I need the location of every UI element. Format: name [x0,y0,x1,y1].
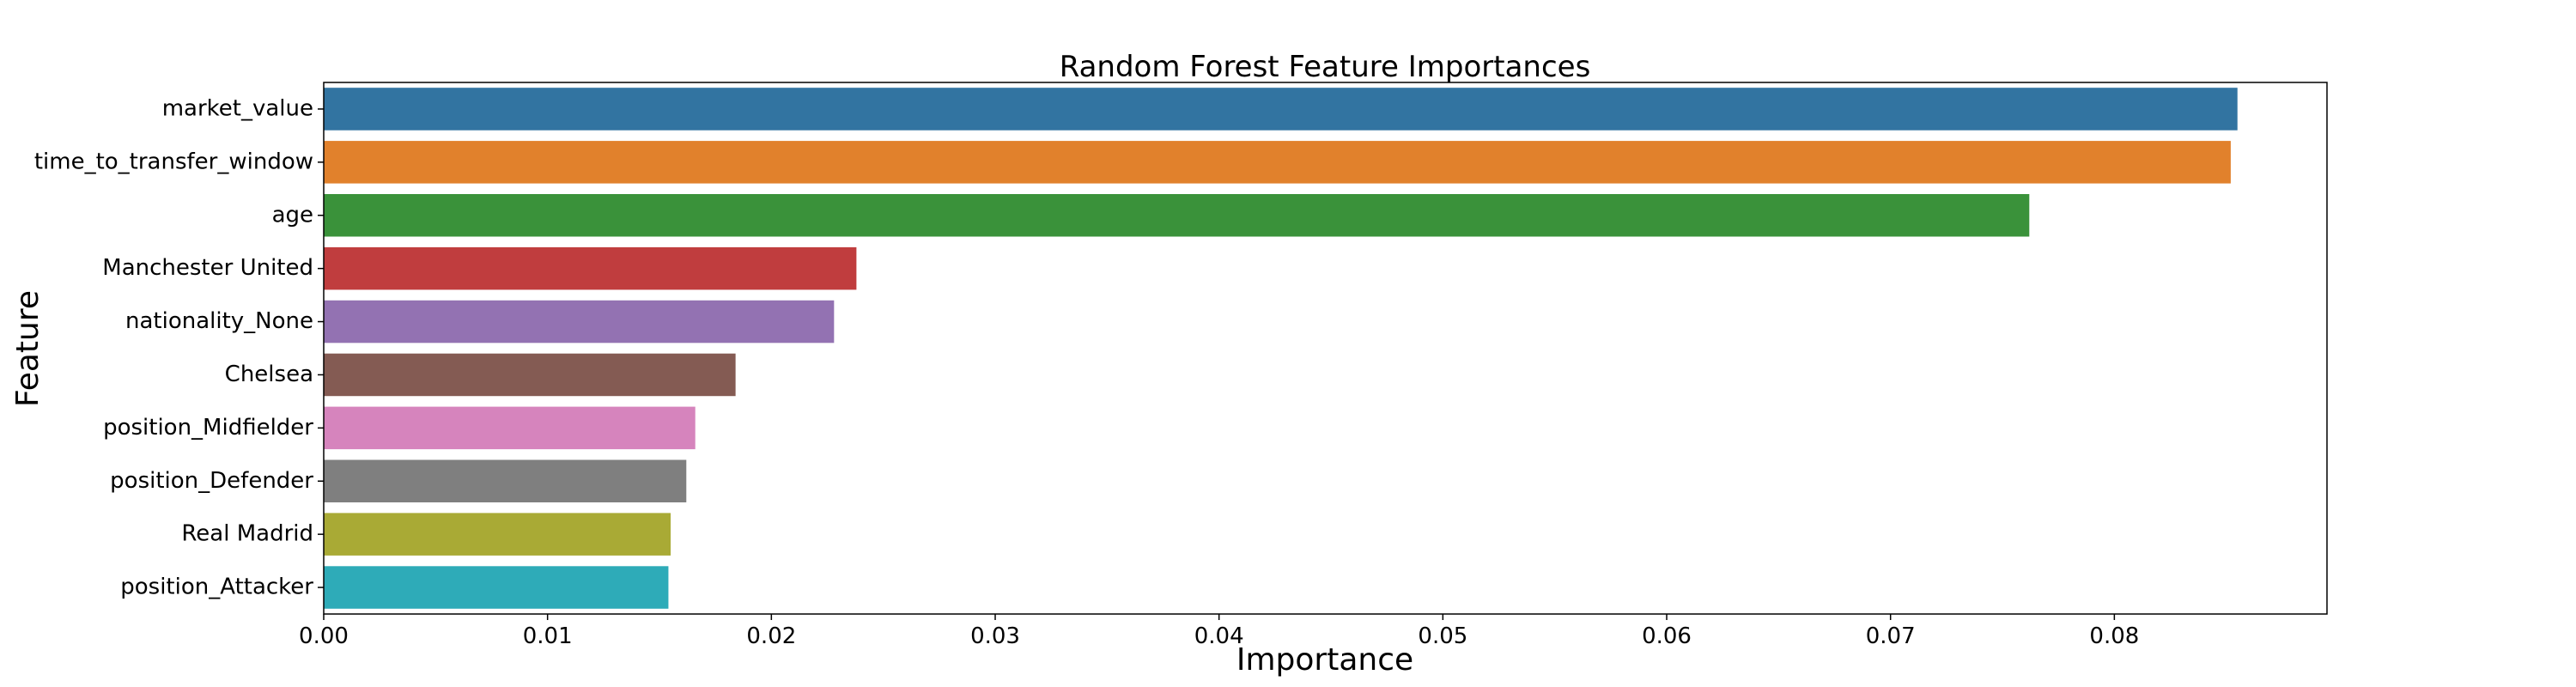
bar-age [324,193,2030,237]
y-tick-label: position_Attacker [120,575,313,600]
y-tick-label: market_value [162,95,313,121]
x-tick-label: 0.08 [2089,623,2139,649]
bar-position-midfielder [324,406,696,450]
bar-real-madrid [324,513,671,556]
x-axis-label: Importance [1236,642,1413,678]
bars-layer [324,88,2238,609]
x-tick-label: 0.03 [970,623,1020,649]
x-tick-label: 0.06 [1642,623,1692,649]
plot-frame [323,82,2328,615]
x-axis-ticks: 0.00 0.01 0.02 0.03 0.04 0.05 0.06 0.07 0.08 [299,614,2139,649]
bar-position-defender [324,459,687,503]
x-tick-label: 0.00 [299,623,349,649]
x-tick-label: 0.02 [746,623,796,649]
bar-time-to-transfer-window [324,141,2231,184]
chart-title: Random Forest Feature Importances [1060,50,1591,84]
x-tick-label: 0.04 [1194,623,1244,649]
y-tick-label: time_to_transfer_window [34,149,313,174]
bar-nationality-none [324,300,835,344]
bar-manchester-united [324,246,857,290]
x-tick-label: 0.05 [1418,623,1467,649]
bar-position-attacker [324,566,669,609]
bar-chelsea [324,353,736,397]
y-tick-label: age [272,202,313,228]
y-tick-label: Manchester United [102,255,313,281]
y-tick-label: position_Midfielder [103,415,313,441]
bar-market-value [324,88,2238,131]
y-tick-label: Real Madrid [181,521,313,547]
x-tick-label: 0.01 [523,623,573,649]
y-tick-label: position_Defender [110,468,313,494]
y-tick-label: Chelsea [225,362,313,387]
y-axis-label: Feature [10,290,46,407]
x-tick-label: 0.07 [1866,623,1916,649]
y-tick-label: nationality_None [125,308,313,334]
